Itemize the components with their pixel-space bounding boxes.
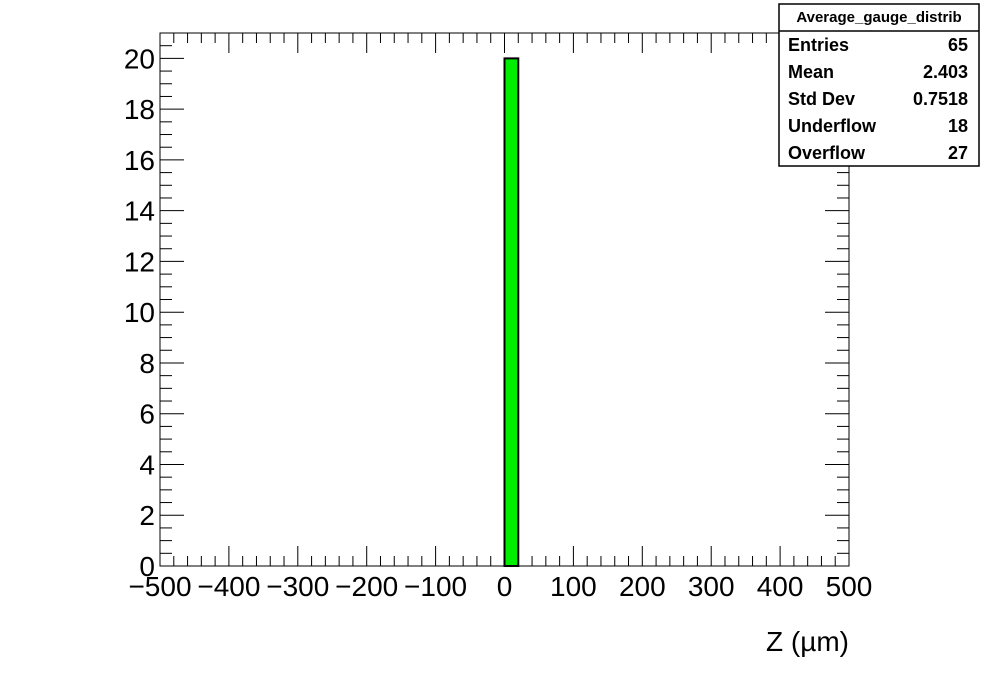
x-tick-label: 500 xyxy=(826,571,873,602)
y-tick-label: 0 xyxy=(139,551,155,582)
stats-value: 18 xyxy=(948,116,968,136)
stats-value: 65 xyxy=(948,35,968,55)
x-tick-label: 200 xyxy=(619,571,666,602)
stats-label: Underflow xyxy=(788,116,877,136)
y-tick-label: 14 xyxy=(124,196,155,227)
y-tick-label: 2 xyxy=(139,500,155,531)
x-tick-label: −200 xyxy=(335,571,398,602)
x-axis-title: Z (µm) xyxy=(766,626,849,657)
x-tick-label: 100 xyxy=(550,571,597,602)
stats-label: Mean xyxy=(788,62,834,82)
x-tick-label: −100 xyxy=(404,571,467,602)
stats-label: Entries xyxy=(788,35,849,55)
y-tick-label: 16 xyxy=(124,145,155,176)
x-tick-label: −300 xyxy=(266,571,329,602)
histogram-bar xyxy=(503,57,520,567)
y-tick-label: 8 xyxy=(139,348,155,379)
histogram-bars xyxy=(503,57,520,567)
x-tick-labels: −500 −400 −300 −200 −100 0 100 200 300 400 500 xyxy=(128,571,872,602)
x-tick-label: 300 xyxy=(688,571,735,602)
y-tick-labels: 0 2 4 6 8 10 12 14 16 18 20 xyxy=(124,43,155,582)
axis-ticks xyxy=(159,32,850,567)
stats-label: Overflow xyxy=(788,143,866,163)
y-tick-label: 18 xyxy=(124,94,155,125)
y-tick-label: 4 xyxy=(139,449,155,480)
stats-value: 27 xyxy=(948,143,968,163)
x-tick-label: 0 xyxy=(497,571,513,602)
stats-box: Average_gauge_distrib Entries 65 Mean 2.403… xyxy=(778,3,980,167)
y-tick-label: 20 xyxy=(124,43,155,74)
x-tick-label: −500 xyxy=(128,571,191,602)
stats-box-title: Average_gauge_distrib xyxy=(796,9,961,26)
stats-label: Std Dev xyxy=(788,89,855,109)
x-tick-label: 400 xyxy=(757,571,804,602)
y-tick-label: 6 xyxy=(139,399,155,430)
stats-value: 0.7518 xyxy=(913,89,968,109)
y-tick-label: 10 xyxy=(124,297,155,328)
y-tick-label: 12 xyxy=(124,246,155,277)
stats-value: 2.403 xyxy=(923,62,968,82)
x-tick-label: −400 xyxy=(197,571,260,602)
stats-box-frame xyxy=(778,3,980,167)
stats-rows: Entries 65 Mean 2.403 Std Dev 0.7518 Underflow… xyxy=(788,35,968,163)
